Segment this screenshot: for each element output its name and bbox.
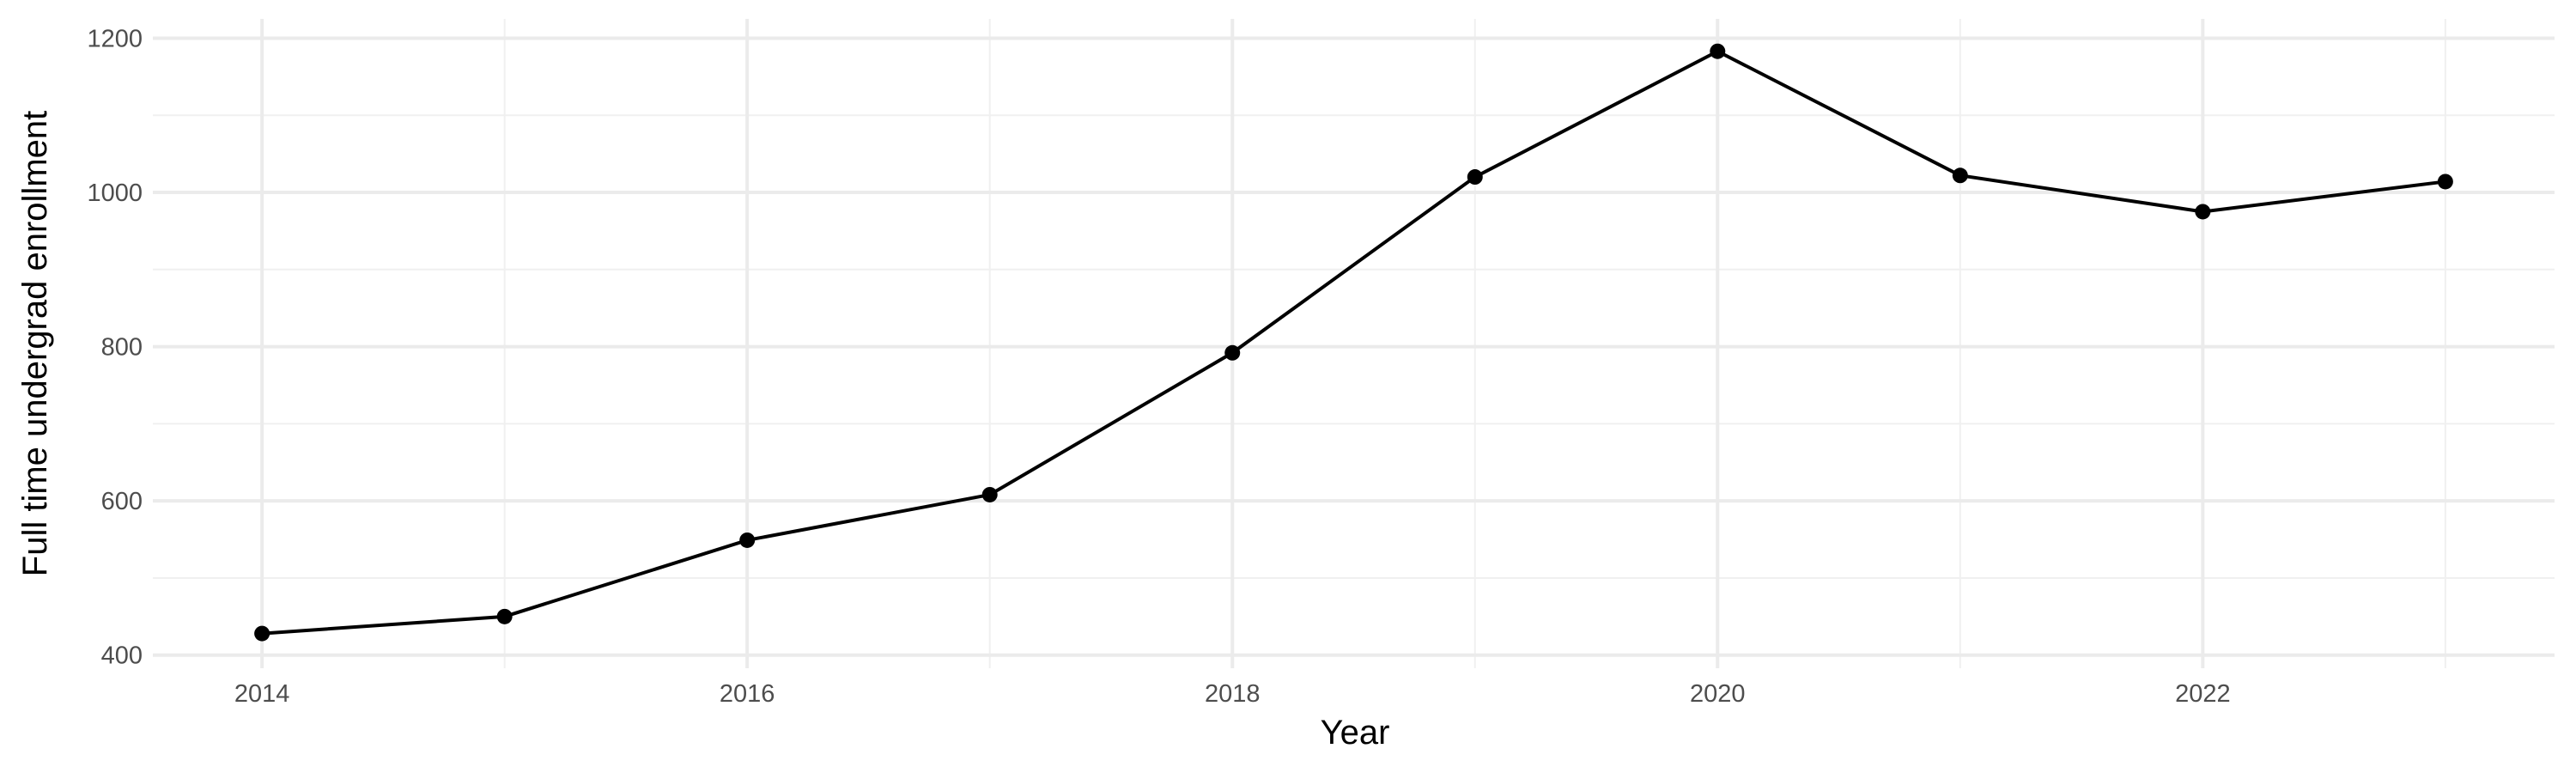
gridlines	[153, 19, 2555, 668]
x-tick-label: 2022	[2175, 680, 2231, 708]
y-axis-title: Full time undergrad enrollment	[16, 111, 54, 576]
data-point	[254, 625, 270, 642]
data-point	[1952, 167, 1968, 184]
data-point	[1224, 344, 1241, 361]
data-point	[1467, 169, 1483, 186]
data-point	[981, 486, 998, 502]
y-tick-label: 400	[101, 642, 143, 670]
y-tick-label: 800	[101, 334, 143, 362]
x-axis-ticks: 2014 2016 2018 2020 2022	[234, 680, 2231, 708]
data-point	[2437, 173, 2453, 190]
x-axis-title: Year	[1321, 714, 1390, 752]
y-tick-label: 1200	[87, 25, 143, 52]
x-tick-label: 2018	[1205, 680, 1261, 708]
x-tick-label: 2014	[234, 680, 290, 708]
series	[254, 43, 2453, 642]
x-tick-label: 2016	[720, 680, 775, 708]
data-point	[2195, 204, 2211, 220]
x-tick-label: 2020	[1690, 680, 1746, 708]
y-tick-label: 1000	[87, 180, 143, 207]
y-tick-label: 600	[101, 488, 143, 515]
data-point	[1710, 43, 1726, 59]
data-point	[496, 608, 513, 624]
series-line	[261, 49, 2446, 636]
y-axis-ticks: 400 600 800 1000 1200	[87, 25, 143, 669]
data-point	[739, 532, 756, 548]
